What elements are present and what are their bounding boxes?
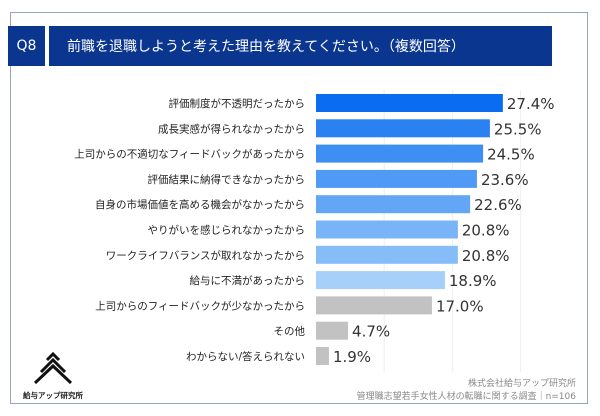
value-label: 23.6% <box>481 171 529 189</box>
category-label: ワークライフバランスが取れなかったから <box>106 249 305 262</box>
bar <box>316 220 458 239</box>
value-label: 4.7% <box>352 323 390 341</box>
logo-chevrons-icon <box>33 351 73 385</box>
logo: 給与アップ研究所 <box>18 351 88 401</box>
logo-text: 給与アップ研究所 <box>23 391 83 400</box>
value-label: 22.6% <box>474 196 522 214</box>
chart-title: 前職を退職しようと考えた理由を教えてください。（複数回答） <box>49 26 552 66</box>
category-label: 上司からの不適切なフィードバックがあったから <box>74 148 305 161</box>
value-label: 20.8% <box>462 247 510 265</box>
question-number: Q8 <box>8 26 45 66</box>
bar <box>316 119 490 138</box>
value-label: 25.5% <box>494 120 542 138</box>
category-label: 評価結果に納得できなかったから <box>148 173 306 186</box>
category-label: 成長実感が得られなかったから <box>158 122 305 135</box>
bar <box>316 296 432 315</box>
source-company: 株式会社給与アップ研究所 <box>467 379 576 389</box>
chart-frame <box>10 12 588 404</box>
category-label: その他 <box>274 325 306 338</box>
value-label: 24.5% <box>487 146 535 164</box>
value-label: 18.9% <box>449 272 497 290</box>
value-label: 27.4% <box>507 95 555 113</box>
category-label: やりがいを感じられなかったから <box>148 224 306 237</box>
value-label: 17.0% <box>436 297 484 315</box>
bar <box>316 245 458 264</box>
category-label: 給与に不満があったから <box>190 274 306 287</box>
bar <box>316 347 329 365</box>
value-label: 1.9% <box>333 348 371 366</box>
category-label: 自身の市場価値を高める機会がなかったから <box>95 198 305 211</box>
bar <box>316 144 484 163</box>
source-survey: 管理職志望若手女性人材の転職に関する調査｜n=106 <box>356 392 576 402</box>
bar <box>316 321 349 340</box>
value-label: 20.8% <box>462 222 510 240</box>
category-label: 評価制度が不透明だったから <box>169 97 306 110</box>
bar <box>316 195 471 214</box>
category-label: わからない/答えられない <box>186 350 305 363</box>
bar <box>316 169 477 188</box>
category-label: 上司からのフィードバックが少なかったから <box>95 299 305 312</box>
bar <box>316 94 503 112</box>
bar <box>316 271 445 290</box>
